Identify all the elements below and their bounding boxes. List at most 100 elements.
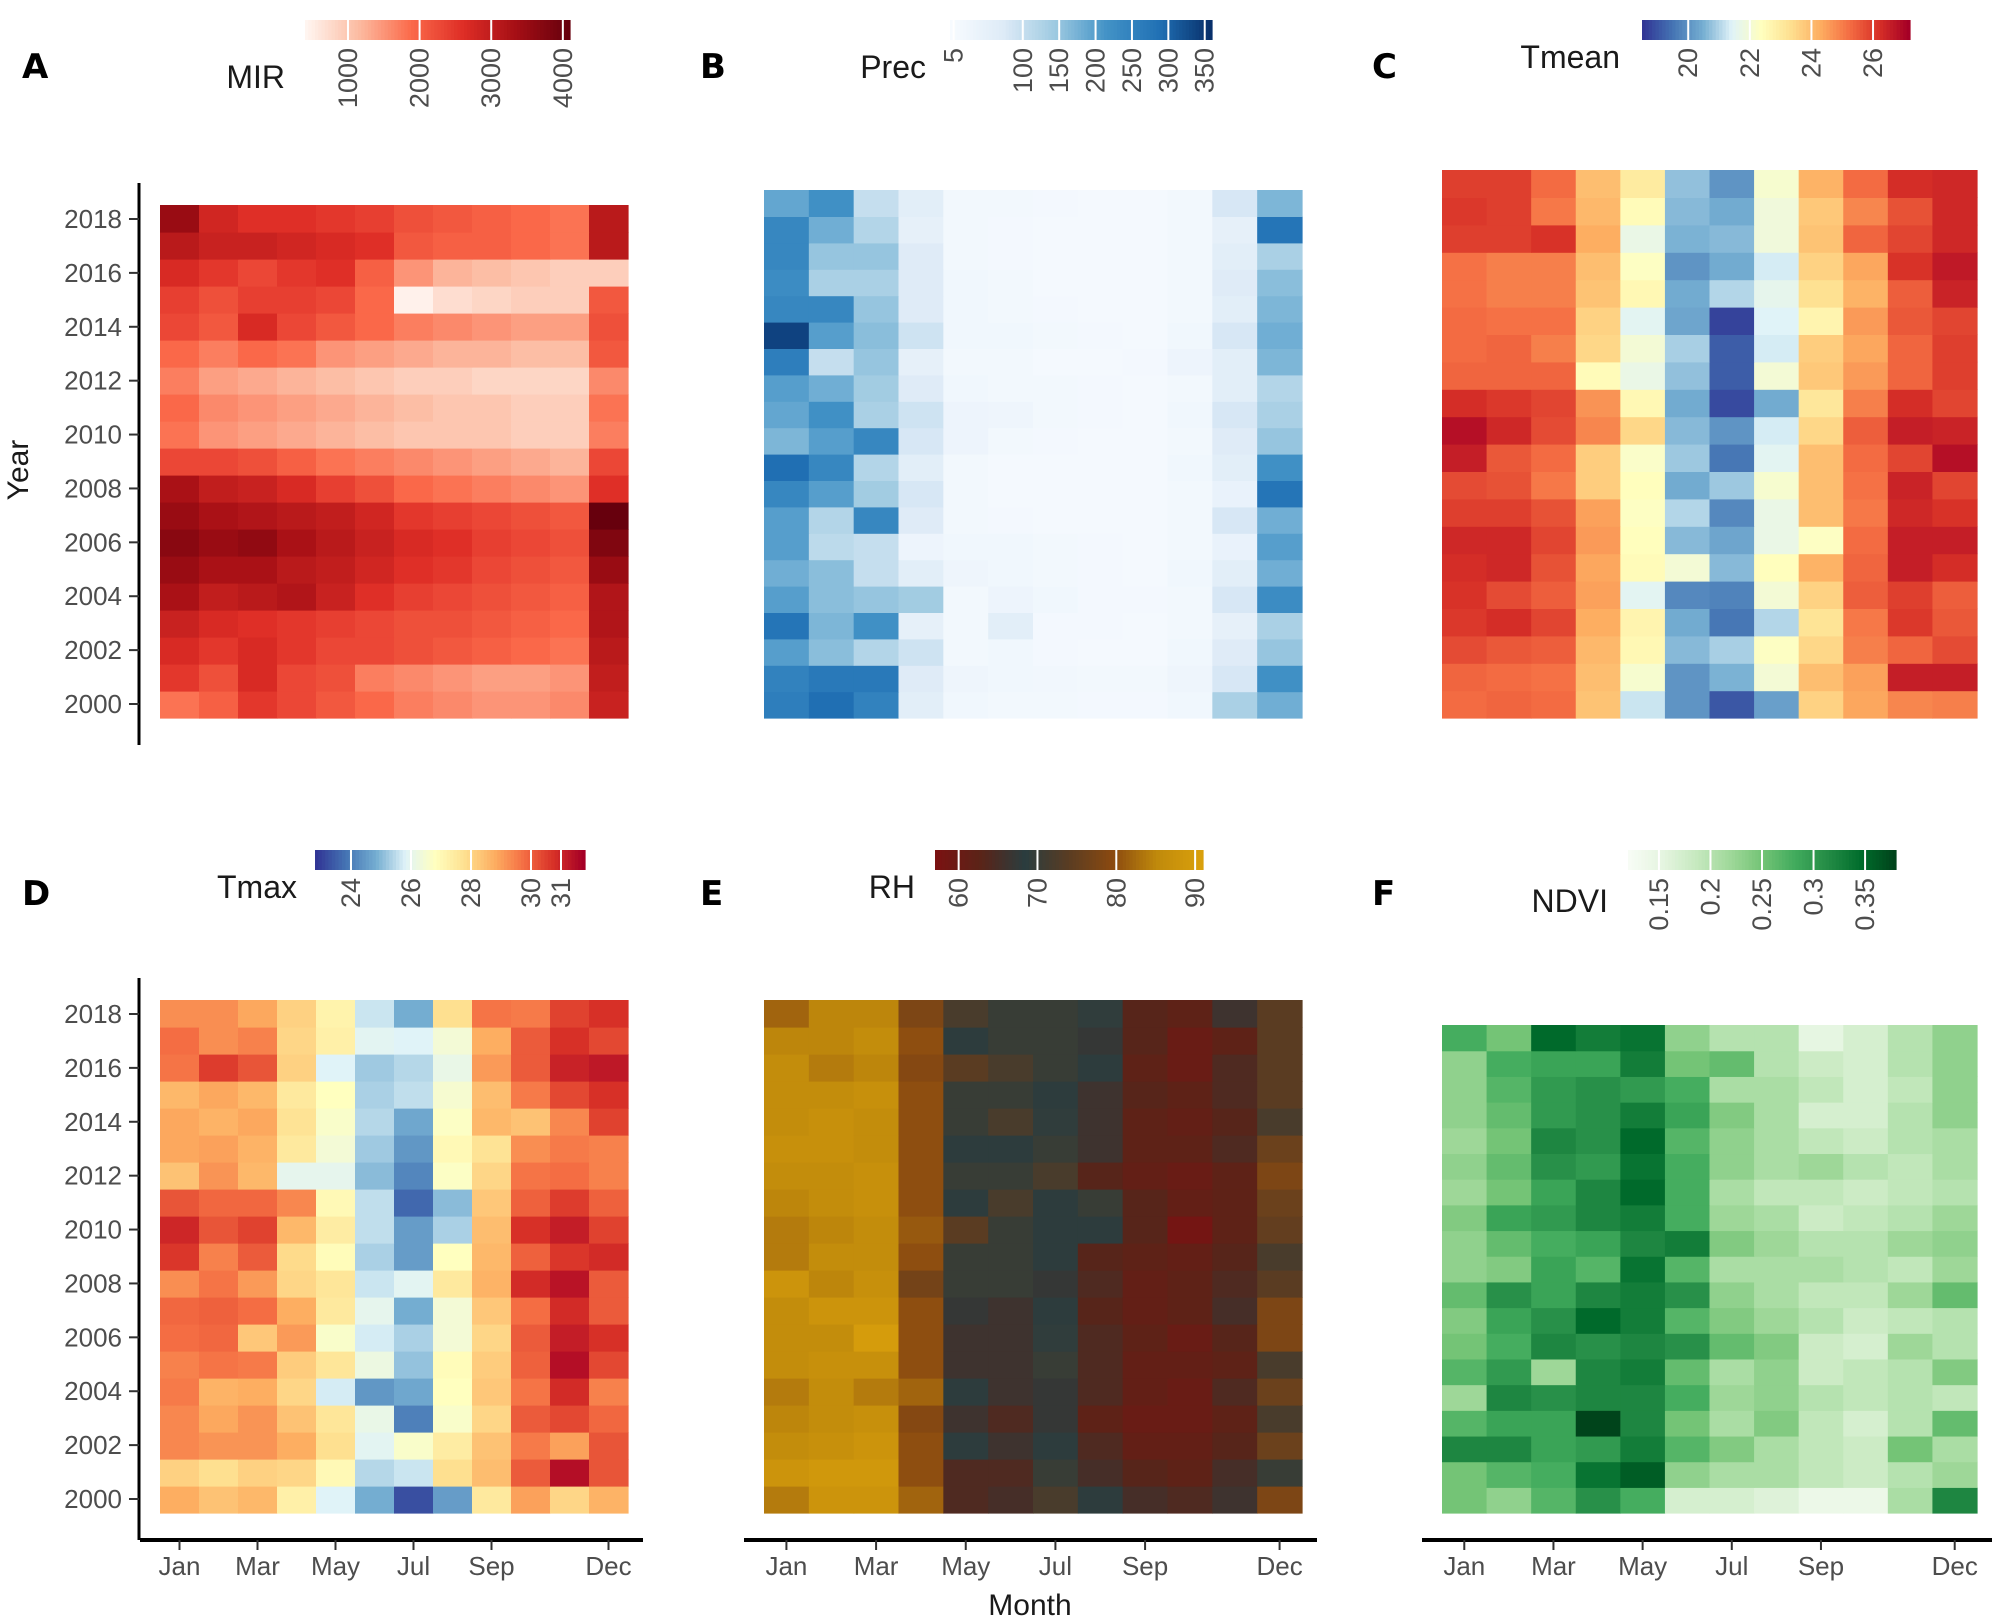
legend-colorbar-segment — [331, 850, 336, 870]
heatmap-cell — [433, 583, 473, 611]
legend-tick-label: 100 — [1008, 48, 1038, 93]
heatmap-cell — [394, 502, 434, 530]
legend-colorbar-segment — [1028, 20, 1033, 40]
heatmap-cell — [472, 340, 512, 368]
heatmap-cell — [316, 529, 356, 557]
heatmap-cell — [355, 664, 395, 692]
heatmap-cell — [160, 421, 200, 449]
heatmap-cell — [1257, 1243, 1303, 1271]
heatmap-cell — [511, 664, 551, 692]
heatmap-cell — [1887, 663, 1934, 692]
legend-colorbar-segment — [1189, 20, 1193, 40]
legend-colorbar-segment — [959, 20, 964, 40]
heatmap-cell — [1575, 1050, 1621, 1077]
heatmap-cell — [853, 1486, 900, 1514]
heatmap-cell — [238, 1351, 278, 1379]
heatmap-cell — [898, 612, 944, 640]
heatmap-cell — [943, 374, 989, 402]
heatmap-cell — [589, 502, 629, 530]
legend-E: RH 60 70 80 90 — [869, 850, 1210, 908]
heatmap-cell — [160, 1162, 200, 1190]
y-axis-title: Year — [2, 440, 35, 501]
legend-colorbar-segment — [1893, 20, 1898, 40]
heatmap-cell — [853, 1351, 900, 1379]
heatmap-cell — [988, 586, 1034, 613]
heatmap-cell — [511, 1486, 551, 1514]
heatmap-cell — [511, 637, 551, 665]
heatmap-cell — [160, 313, 200, 341]
legend-colorbar-segment — [972, 20, 977, 40]
heatmap-cell — [808, 1378, 855, 1406]
legend-colorbar-segment — [1109, 850, 1114, 870]
heatmap-cell — [988, 559, 1034, 587]
heatmap-cell — [472, 1216, 512, 1244]
heatmap-cell — [943, 559, 989, 587]
heatmap-cell — [1531, 361, 1577, 390]
heatmap-cell — [1932, 635, 1978, 664]
heatmap-cell — [1257, 454, 1303, 481]
legend-colorbar-segment — [1772, 850, 1776, 870]
heatmap-cell — [943, 533, 989, 561]
heatmap-cell — [764, 1270, 810, 1298]
heatmap-cell — [199, 205, 239, 233]
heatmap-cell — [853, 559, 900, 587]
heatmap-cell — [199, 448, 239, 476]
heatmap-cell — [943, 427, 989, 455]
heatmap-cell — [316, 1027, 356, 1055]
heatmap-cell — [238, 610, 278, 638]
heatmap-cell — [1798, 1204, 1844, 1232]
heatmap-cell — [1257, 559, 1303, 587]
legend-colorbar-segment — [493, 850, 498, 870]
legend-colorbar-segment — [1055, 850, 1060, 870]
legend-colorbar-segment — [1836, 20, 1841, 40]
legend-colorbar-segment — [1186, 850, 1191, 870]
legend-colorbar-segment — [1688, 850, 1693, 870]
legend-colorbar-segment — [467, 20, 472, 40]
heatmap-cell — [853, 1270, 900, 1298]
heatmap-cell — [238, 448, 278, 476]
y-tick-label: 2006 — [64, 1322, 122, 1352]
heatmap-cell — [238, 367, 278, 395]
legend-colorbar-segment — [1684, 850, 1689, 870]
legend-tick-label: 200 — [1081, 48, 1111, 93]
legend-colorbar-segment — [1882, 850, 1887, 870]
legend-colorbar-segment — [1045, 850, 1050, 870]
heatmap-cell — [1122, 242, 1169, 270]
heatmap-cell — [277, 1270, 317, 1298]
heatmap-cell — [898, 322, 944, 349]
heatmap-cell — [988, 1135, 1034, 1163]
heatmap-cell — [472, 313, 512, 341]
heatmap-cell — [853, 401, 900, 429]
heatmap-cell — [355, 259, 395, 287]
heatmap-cell — [1575, 1179, 1621, 1206]
heatmap-cell — [853, 612, 900, 640]
heatmap-cell — [764, 1351, 810, 1379]
heatmap-cell — [1798, 553, 1844, 582]
legend-colorbar-segment — [389, 850, 394, 870]
legend-colorbar-segment — [1032, 850, 1037, 870]
heatmap-cell — [238, 1054, 278, 1082]
heatmap-cell — [1620, 1025, 1666, 1052]
heatmap-cell — [1212, 533, 1258, 561]
heatmap-cell — [943, 1108, 989, 1136]
heatmap-cell — [550, 1027, 590, 1055]
legend-colorbar-segment — [483, 850, 488, 870]
heatmap-cell — [1212, 1351, 1258, 1379]
heatmap-cell — [1077, 559, 1124, 587]
heatmap-cell — [1798, 224, 1844, 253]
legend-colorbar-segment — [1156, 20, 1161, 40]
heatmap-cell — [853, 1189, 900, 1217]
heatmap-cell — [277, 1432, 317, 1460]
heatmap-cell — [1486, 1076, 1532, 1103]
legend-colorbar-segment — [1815, 850, 1820, 870]
heatmap-cell — [898, 1405, 944, 1433]
heatmap-cell — [550, 1000, 590, 1028]
legend-colorbar-segment — [523, 20, 528, 40]
heatmap-cell — [1167, 1054, 1213, 1082]
heatmap-cell — [1442, 279, 1488, 308]
heatmap-cell — [1575, 1127, 1621, 1155]
heatmap-cell — [853, 533, 900, 561]
heatmap-cell — [1932, 416, 1978, 445]
legend-colorbar-segment — [1711, 850, 1716, 870]
heatmap-cell — [764, 1027, 810, 1055]
